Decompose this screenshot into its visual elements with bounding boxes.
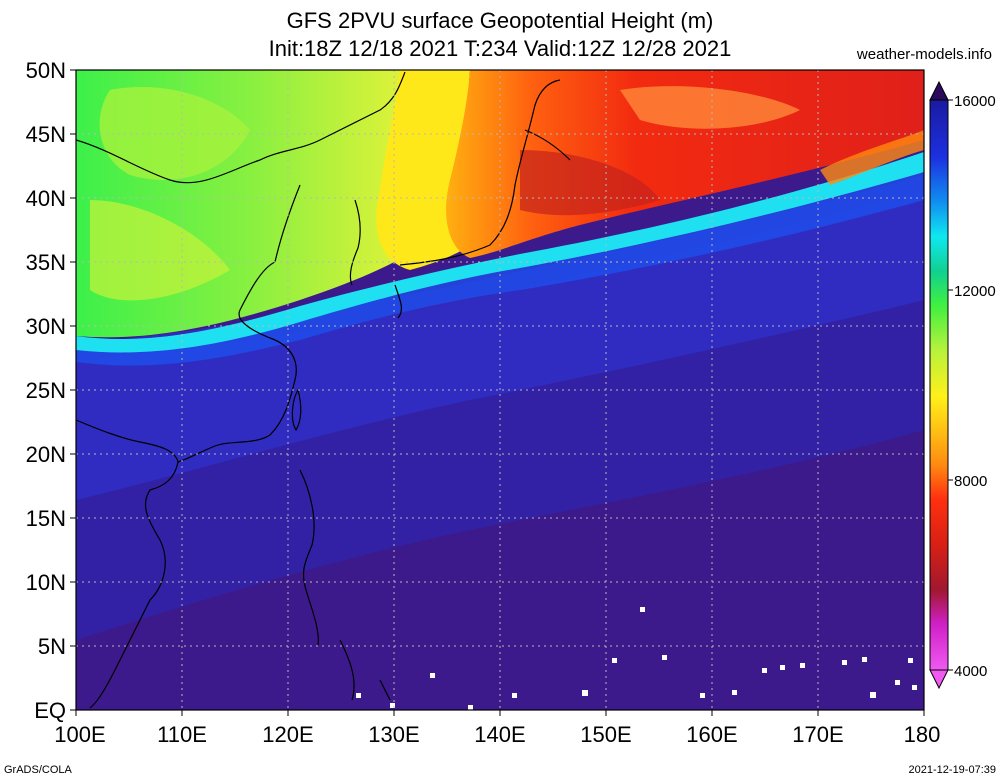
longitude-labels: 100E 110E 120E 130E 140E 150E 160E 170E … [54, 722, 940, 747]
lon-label: 170E [792, 722, 843, 747]
axis-ticks [70, 69, 925, 716]
init-valid-line: Init:18Z 12/18 2021 T:234 Valid:12Z 12/2… [268, 36, 732, 61]
colorbar-bottom-arrow [929, 669, 949, 690]
lat-label: 35N [26, 250, 66, 275]
lat-label: 20N [26, 442, 66, 467]
generated-timestamp: 2021-12-19-07:39 [908, 764, 996, 776]
lon-label: 110E [157, 722, 207, 747]
lon-label: 140E [474, 722, 525, 747]
lon-label: 180 [904, 722, 941, 747]
colorbar: 16000 12000 8000 4000 [929, 80, 996, 690]
lat-label: EQ [34, 698, 66, 723]
height-field [76, 70, 924, 710]
colorbar-scale [929, 99, 949, 671]
software-credit: GrADS/COLA [4, 764, 72, 776]
lon-label: 130E [368, 722, 419, 747]
lat-label: 40N [26, 186, 66, 211]
lon-label: 120E [262, 722, 313, 747]
lat-label: 30N [26, 314, 66, 339]
colorbar-top-arrow [929, 80, 949, 101]
map-subtitle: Init:18Z 12/18 2021 T:234 Valid:12Z 12/2… [0, 36, 1000, 62]
graticule [76, 70, 924, 710]
lat-label: 5N [38, 634, 66, 659]
latitude-labels: 50N 45N 40N 35N 30N 25N 20N 15N 10N 5N E… [26, 58, 66, 723]
lat-label: 25N [26, 378, 66, 403]
lat-label: 50N [26, 58, 66, 83]
lon-label: 160E [686, 722, 737, 747]
colorbar-label: 12000 [954, 283, 996, 300]
lon-label: 100E [54, 722, 105, 747]
colorbar-label: 8000 [954, 473, 987, 490]
lon-label: 150E [580, 722, 631, 747]
map-title: GFS 2PVU surface Geopotential Height (m) [286, 8, 714, 33]
colorbar-label: 16000 [954, 93, 996, 110]
site-credit[interactable]: weather-models.info [856, 46, 992, 63]
lat-label: 45N [26, 122, 66, 147]
colorbar-label: 4000 [954, 663, 987, 680]
missing-data-markers [356, 607, 917, 710]
lat-label: 10N [26, 570, 66, 595]
lat-label: 15N [26, 506, 66, 531]
